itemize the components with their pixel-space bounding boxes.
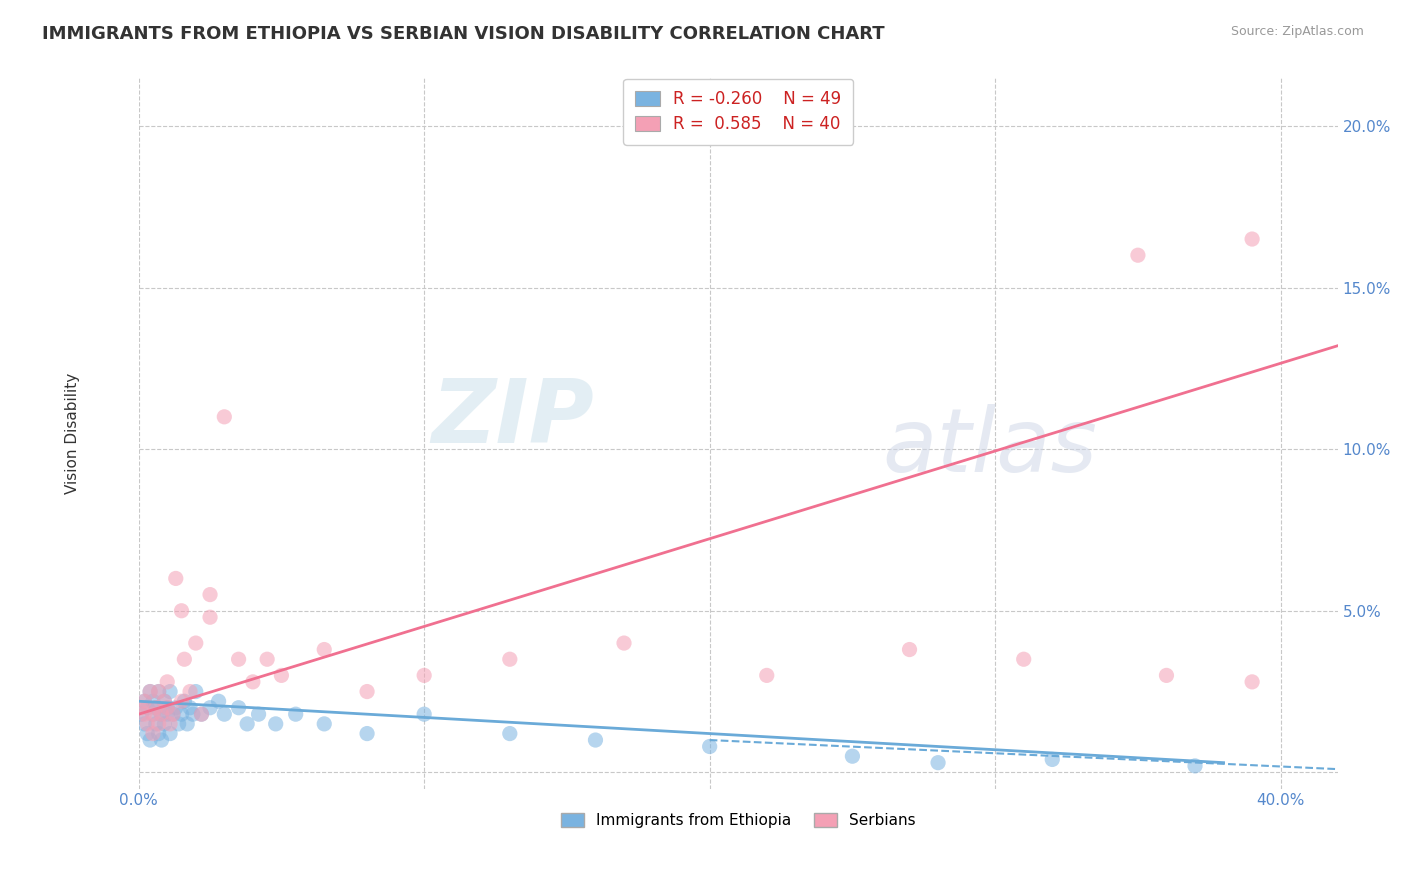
Point [841,749,863,764]
Point [1040,752,1063,766]
Point [190,707,212,722]
Legend: Immigrants from Ethiopia, Serbians: Immigrants from Ethiopia, Serbians [554,807,922,834]
Point [256,652,278,666]
Point [499,726,522,740]
Point [198,700,221,714]
Text: atlas: atlas [882,404,1097,491]
Point [214,707,236,722]
Point [170,707,193,722]
Point [145,717,167,731]
Point [356,684,378,698]
Point [1156,668,1178,682]
Point [162,707,184,722]
Point [139,733,162,747]
Point [131,707,153,722]
Point [148,726,170,740]
Point [585,733,607,747]
Point [153,694,176,708]
Point [136,700,159,714]
Point [270,668,292,682]
Point [136,726,159,740]
Point [134,717,156,731]
Point [499,652,522,666]
Point [176,717,198,731]
Point [699,739,721,754]
Point [1241,674,1264,689]
Point [159,717,181,731]
Point [356,726,378,740]
Point [314,642,336,657]
Point [145,700,167,714]
Point [156,700,179,714]
Point [264,717,287,731]
Point [145,700,167,714]
Point [150,707,173,722]
Point [314,717,336,731]
Point [181,707,204,722]
Point [148,684,170,698]
Point [898,642,921,657]
Point [184,636,207,650]
Point [162,707,184,722]
Point [159,684,181,698]
Point [1012,652,1035,666]
Point [139,684,162,698]
Point [131,700,153,714]
Point [156,674,179,689]
Point [927,756,949,770]
Point [207,694,229,708]
Point [613,636,636,650]
Point [228,652,250,666]
Point [198,588,221,602]
Point [214,409,236,424]
Point [179,700,201,714]
Point [228,700,250,714]
Text: IMMIGRANTS FROM ETHIOPIA VS SERBIAN VISION DISABILITY CORRELATION CHART: IMMIGRANTS FROM ETHIOPIA VS SERBIAN VISI… [42,25,884,43]
Point [1241,232,1264,246]
Text: ZIP: ZIP [432,376,595,462]
Point [165,700,187,714]
Point [1184,759,1206,773]
Point [247,707,270,722]
Point [150,733,173,747]
Point [148,717,170,731]
Point [142,694,165,708]
Point [173,694,195,708]
Point [165,571,187,585]
Point [190,707,212,722]
Point [148,684,170,698]
Point [1126,248,1149,262]
Point [134,694,156,708]
Point [184,684,207,698]
Point [284,707,307,722]
Point [142,726,165,740]
Text: Source: ZipAtlas.com: Source: ZipAtlas.com [1230,25,1364,38]
Point [413,707,436,722]
Point [179,684,201,698]
Point [242,674,264,689]
Point [139,684,162,698]
Point [170,604,193,618]
Point [173,652,195,666]
Point [156,707,179,722]
Point [159,726,181,740]
Point [142,707,165,722]
Point [413,668,436,682]
Point [236,717,259,731]
Point [153,717,176,731]
Point [134,694,156,708]
Point [755,668,778,682]
Point [134,707,156,722]
Point [167,717,190,731]
Point [153,694,176,708]
Text: Vision Disability: Vision Disability [65,372,80,493]
Point [170,694,193,708]
Point [198,610,221,624]
Point [156,700,179,714]
Point [142,707,165,722]
Point [136,717,159,731]
Point [150,707,173,722]
